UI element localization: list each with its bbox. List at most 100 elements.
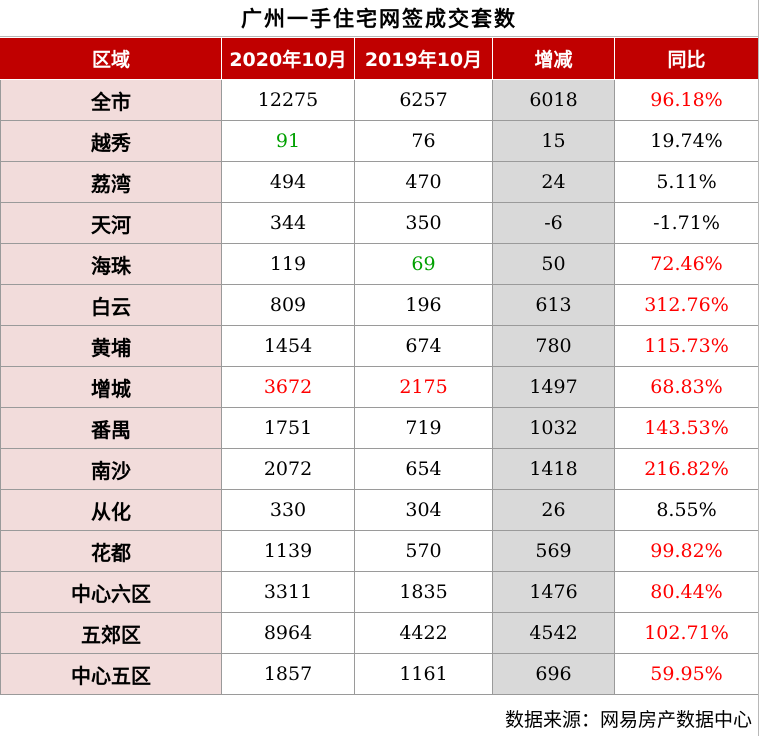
yoy-cell[interactable]: 80.44% (614, 571, 759, 613)
header-change[interactable]: 增减 (492, 37, 615, 80)
yoy-cell[interactable]: 102.71% (614, 612, 759, 654)
oct2019-cell[interactable]: 654 (354, 448, 493, 490)
table-body: 全市 12275 6257 6018 96.18% 越秀 91 76 15 19… (0, 79, 759, 695)
area-cell[interactable]: 五郊区 (0, 612, 222, 654)
yoy-cell[interactable]: 99.82% (614, 530, 759, 572)
area-cell[interactable]: 增城 (0, 366, 222, 408)
area-cell[interactable]: 从化 (0, 489, 222, 531)
oct2019-cell[interactable]: 570 (354, 530, 493, 572)
change-cell[interactable]: 4542 (492, 612, 615, 654)
oct2019-cell[interactable]: 2175 (354, 366, 493, 408)
oct2020-cell[interactable]: 3311 (221, 571, 355, 613)
oct2019-cell[interactable]: 6257 (354, 79, 493, 121)
area-cell[interactable]: 全市 (0, 79, 222, 121)
table-row: 中心六区 3311 1835 1476 80.44% (0, 571, 759, 613)
yoy-cell[interactable]: -1.71% (614, 202, 759, 244)
table-row: 海珠 119 69 50 72.46% (0, 243, 759, 285)
area-cell[interactable]: 越秀 (0, 120, 222, 162)
area-cell[interactable]: 黄埔 (0, 325, 222, 367)
yoy-cell[interactable]: 72.46% (614, 243, 759, 285)
area-cell[interactable]: 中心五区 (0, 653, 222, 695)
yoy-cell[interactable]: 8.55% (614, 489, 759, 531)
oct2020-cell[interactable]: 1857 (221, 653, 355, 695)
oct2020-cell[interactable]: 119 (221, 243, 355, 285)
yoy-cell[interactable]: 59.95% (614, 653, 759, 695)
area-cell[interactable]: 海珠 (0, 243, 222, 285)
header-row: 区域 2020年10月 2019年10月 增减 同比 (0, 37, 759, 80)
oct2019-cell[interactable]: 196 (354, 284, 493, 326)
change-cell[interactable]: -6 (492, 202, 615, 244)
yoy-cell[interactable]: 312.76% (614, 284, 759, 326)
oct2019-cell[interactable]: 1835 (354, 571, 493, 613)
oct2020-cell[interactable]: 12275 (221, 79, 355, 121)
oct2020-cell[interactable]: 1454 (221, 325, 355, 367)
table-row: 中心五区 1857 1161 696 59.95% (0, 653, 759, 695)
table-row: 增城 3672 2175 1497 68.83% (0, 366, 759, 408)
change-cell[interactable]: 1476 (492, 571, 615, 613)
area-cell[interactable]: 南沙 (0, 448, 222, 490)
oct2020-cell[interactable]: 344 (221, 202, 355, 244)
area-cell[interactable]: 白云 (0, 284, 222, 326)
yoy-cell[interactable]: 96.18% (614, 79, 759, 121)
area-cell[interactable]: 天河 (0, 202, 222, 244)
oct2019-cell[interactable]: 304 (354, 489, 493, 531)
oct2019-cell[interactable]: 350 (354, 202, 493, 244)
oct2020-cell[interactable]: 1751 (221, 407, 355, 449)
yoy-cell[interactable]: 19.74% (614, 120, 759, 162)
oct2019-cell[interactable]: 470 (354, 161, 493, 203)
data-source-note: 数据来源：网易房产数据中心 (504, 708, 752, 731)
header-yoy[interactable]: 同比 (614, 37, 759, 80)
table-row: 荔湾 494 470 24 5.11% (0, 161, 759, 203)
yoy-cell[interactable]: 115.73% (614, 325, 759, 367)
oct2019-cell[interactable]: 76 (354, 120, 493, 162)
transaction-table: 区域 2020年10月 2019年10月 增减 同比 全市 12275 6257… (0, 37, 759, 695)
oct2020-cell[interactable]: 3672 (221, 366, 355, 408)
change-cell[interactable]: 1497 (492, 366, 615, 408)
oct2020-cell[interactable]: 2072 (221, 448, 355, 490)
table-row: 越秀 91 76 15 19.74% (0, 120, 759, 162)
change-cell[interactable]: 26 (492, 489, 615, 531)
change-cell[interactable]: 780 (492, 325, 615, 367)
header-oct-2020[interactable]: 2020年10月 (221, 37, 355, 80)
change-cell[interactable]: 15 (492, 120, 615, 162)
oct2020-cell[interactable]: 330 (221, 489, 355, 531)
oct2019-cell[interactable]: 1161 (354, 653, 493, 695)
area-cell[interactable]: 中心六区 (0, 571, 222, 613)
change-cell[interactable]: 24 (492, 161, 615, 203)
change-cell[interactable]: 613 (492, 284, 615, 326)
oct2020-cell[interactable]: 8964 (221, 612, 355, 654)
oct2020-cell[interactable]: 1139 (221, 530, 355, 572)
change-cell[interactable]: 696 (492, 653, 615, 695)
oct2019-cell[interactable]: 69 (354, 243, 493, 285)
area-cell[interactable]: 荔湾 (0, 161, 222, 203)
oct2019-cell[interactable]: 4422 (354, 612, 493, 654)
table-row: 番禺 1751 719 1032 143.53% (0, 407, 759, 449)
oct2019-cell[interactable]: 674 (354, 325, 493, 367)
table-title: 广州一手住宅网签成交套数 (0, 0, 758, 37)
area-cell[interactable]: 花都 (0, 530, 222, 572)
table-row: 黄埔 1454 674 780 115.73% (0, 325, 759, 367)
yoy-cell[interactable]: 143.53% (614, 407, 759, 449)
yoy-cell[interactable]: 5.11% (614, 161, 759, 203)
change-cell[interactable]: 1032 (492, 407, 615, 449)
yoy-cell[interactable]: 216.82% (614, 448, 759, 490)
change-cell[interactable]: 50 (492, 243, 615, 285)
table-row: 南沙 2072 654 1418 216.82% (0, 448, 759, 490)
change-cell[interactable]: 569 (492, 530, 615, 572)
table-row: 五郊区 8964 4422 4542 102.71% (0, 612, 759, 654)
change-cell[interactable]: 6018 (492, 79, 615, 121)
area-cell[interactable]: 番禺 (0, 407, 222, 449)
table-row: 白云 809 196 613 312.76% (0, 284, 759, 326)
oct2020-cell[interactable]: 91 (221, 120, 355, 162)
change-cell[interactable]: 1418 (492, 448, 615, 490)
oct2020-cell[interactable]: 809 (221, 284, 355, 326)
table-row: 天河 344 350 -6 -1.71% (0, 202, 759, 244)
table-row: 花都 1139 570 569 99.82% (0, 530, 759, 572)
oct2019-cell[interactable]: 719 (354, 407, 493, 449)
oct2020-cell[interactable]: 494 (221, 161, 355, 203)
table-row: 全市 12275 6257 6018 96.18% (0, 79, 759, 121)
header-area[interactable]: 区域 (0, 37, 222, 80)
yoy-cell[interactable]: 68.83% (614, 366, 759, 408)
header-oct-2019[interactable]: 2019年10月 (354, 37, 493, 80)
